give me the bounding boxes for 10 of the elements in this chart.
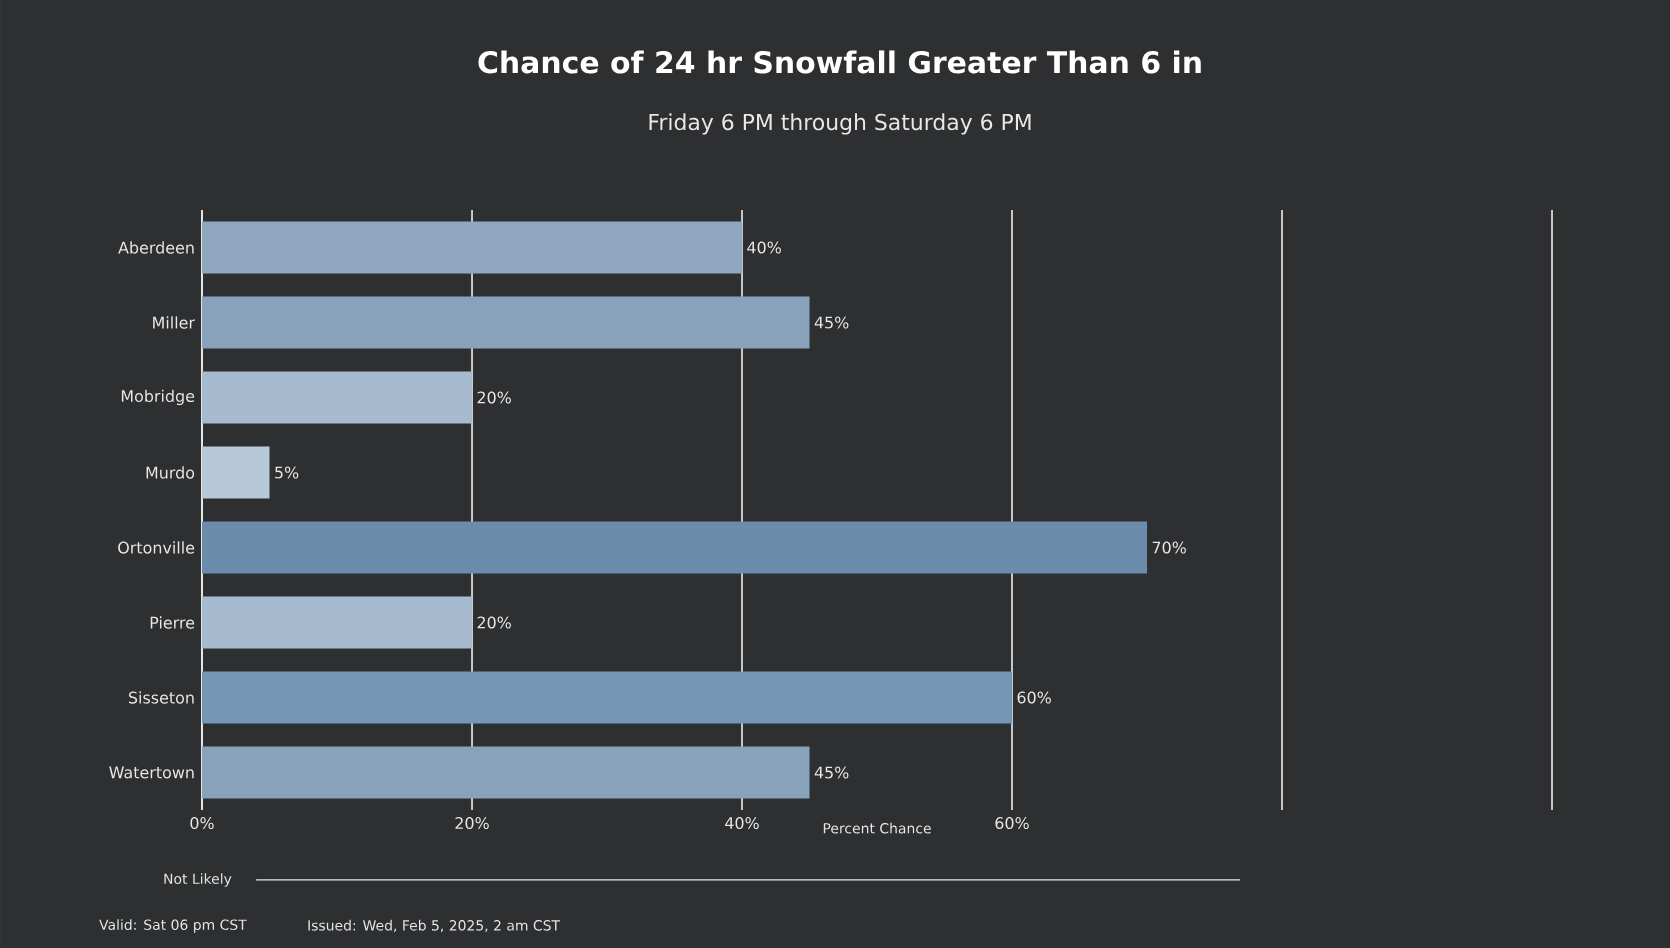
bar xyxy=(202,296,810,349)
bar xyxy=(202,371,473,424)
bar xyxy=(202,446,270,499)
bar xyxy=(202,596,473,649)
chart-subtitle: Friday 6 PM through Saturday 6 PM xyxy=(649,113,1031,135)
chart-title: Chance of 24 hr Snowfall Greater Than 6 in xyxy=(478,50,1201,74)
bar xyxy=(202,746,810,799)
bar xyxy=(202,671,1013,724)
bar xyxy=(202,221,743,274)
bar xyxy=(202,521,1148,574)
